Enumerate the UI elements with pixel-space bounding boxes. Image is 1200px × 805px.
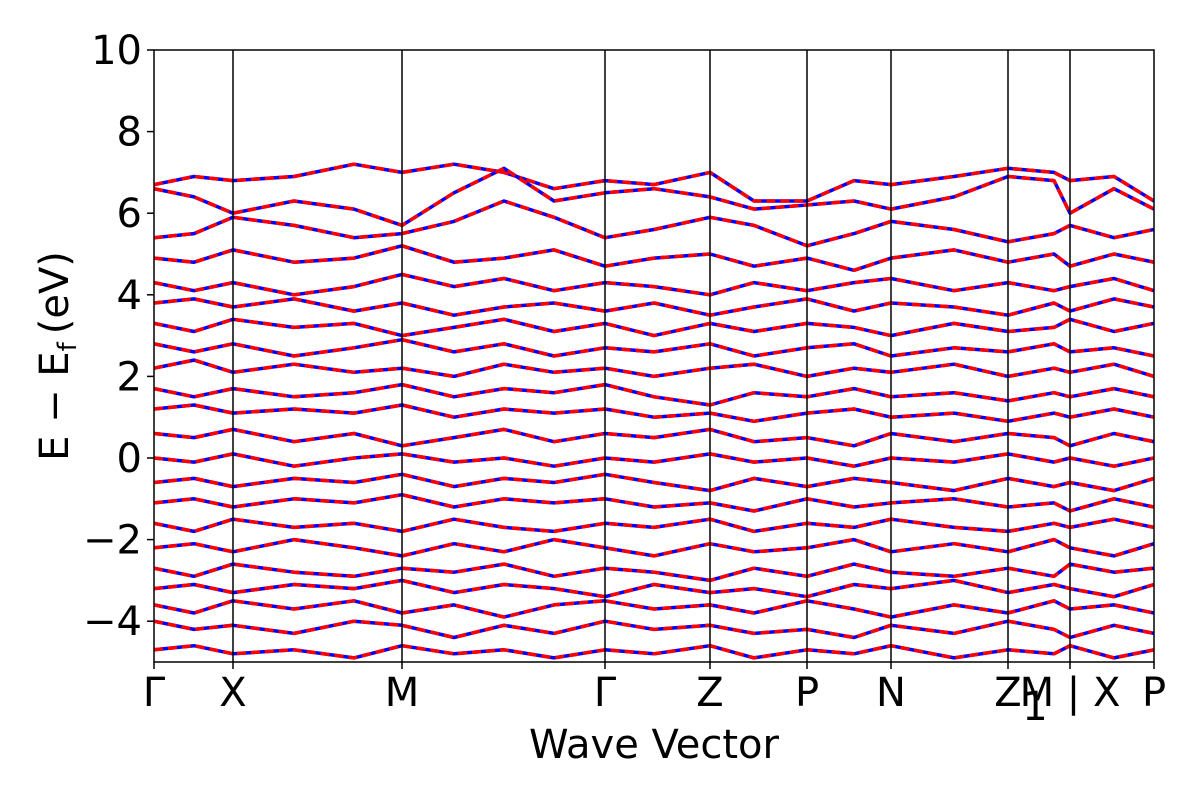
band-3-red	[154, 244, 1154, 273]
y-tick-label-0: −4	[83, 599, 142, 645]
bands-layer	[154, 162, 1154, 660]
plot-background	[154, 50, 1154, 662]
y-tick-label-2: 0	[117, 436, 142, 482]
x-tick-label-9: M | X	[1020, 670, 1121, 716]
x-tick-label-3: Γ	[594, 670, 617, 716]
band-12-red	[154, 452, 1154, 468]
band-1-red	[154, 166, 1154, 228]
kpoint-lines	[232, 50, 1071, 662]
x-tick-label-8: 1	[1022, 684, 1047, 730]
x-tick-label-4: Z	[696, 670, 723, 716]
x-tick-label-5: P	[795, 670, 819, 716]
y-tick-label-4: 4	[117, 273, 142, 319]
band-0-red	[154, 162, 1154, 203]
band-18-red	[154, 578, 1154, 599]
band-19-red	[154, 599, 1154, 619]
band-16-red	[154, 537, 1154, 558]
band-9-red	[154, 382, 1154, 407]
band-5-red	[154, 297, 1154, 317]
x-tick-label-10: P	[1142, 670, 1166, 716]
band-21-red	[154, 643, 1154, 660]
y-tick-label-5: 6	[117, 191, 142, 237]
x-tick-label-7: Z	[994, 670, 1021, 716]
y-axis-label: E − Ef (eV)	[32, 251, 83, 461]
band-15-red	[154, 517, 1154, 534]
band-4-red	[154, 272, 1154, 297]
band-2-red	[154, 199, 1154, 248]
y-tick-label-1: −2	[83, 518, 142, 564]
band-14-red	[154, 492, 1154, 513]
y-axis-label-unit: (eV)	[32, 251, 78, 334]
y-tick-label-6: 8	[117, 110, 142, 156]
band-8-red	[154, 358, 1154, 379]
x-tick-label-6: N	[876, 670, 906, 716]
y-axis-label-main: E − E	[32, 351, 78, 461]
x-tick-label-2: M	[385, 670, 420, 716]
band-7-red	[154, 337, 1154, 358]
band-17-red	[154, 562, 1154, 583]
band-13-red	[154, 472, 1154, 493]
y-axis: −4 −2 0 2 4 6 8 10	[83, 28, 154, 645]
band-11-red	[154, 427, 1154, 448]
y-axis-label-subscript: f	[53, 341, 83, 351]
band-10-red	[154, 403, 1154, 424]
y-tick-label-7: 10	[91, 28, 142, 74]
x-tick-label-0: Γ	[143, 670, 166, 716]
x-axis-label: Wave Vector	[529, 722, 780, 768]
x-tick-label-1: X	[219, 670, 246, 716]
band-6-red	[154, 317, 1154, 338]
plot-frame	[153, 49, 1155, 663]
band-20-red	[154, 619, 1154, 640]
y-tick-label-3: 2	[117, 354, 142, 400]
